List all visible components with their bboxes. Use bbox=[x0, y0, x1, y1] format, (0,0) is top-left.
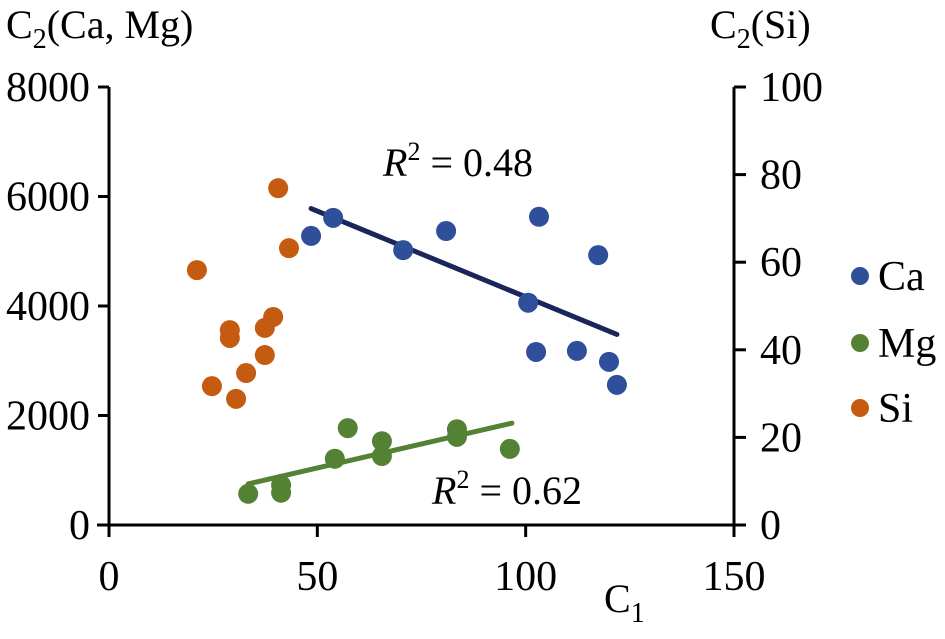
data-point-si bbox=[219, 327, 240, 348]
data-point-si bbox=[226, 388, 247, 409]
data-point-mg bbox=[337, 418, 358, 439]
y-left-tick-label: 0 bbox=[69, 503, 90, 549]
data-point-si bbox=[236, 363, 257, 384]
x-axis-title: C1 bbox=[604, 576, 645, 629]
data-point-ca bbox=[393, 240, 414, 261]
legend-label-mg: Mg bbox=[878, 321, 936, 367]
data-point-ca bbox=[566, 340, 587, 361]
data-point-si bbox=[254, 345, 275, 366]
y-right-tick-label: 40 bbox=[760, 328, 802, 374]
data-point-si bbox=[254, 317, 275, 338]
data-point-ca bbox=[526, 341, 547, 362]
x-tick-label: 50 bbox=[296, 554, 338, 600]
y-right-tick-label: 80 bbox=[760, 153, 802, 199]
data-point-ca bbox=[529, 206, 549, 227]
legend-item-ca: Ca bbox=[851, 254, 925, 300]
legend-item-mg: Mg bbox=[851, 321, 936, 367]
y-left-tick-label: 8000 bbox=[6, 65, 90, 111]
data-point-mg bbox=[324, 448, 345, 469]
ca-r2-annotation: R2 = 0.48 bbox=[382, 137, 533, 185]
x-tick-label: 100 bbox=[494, 554, 557, 600]
legend-marker-ca bbox=[851, 267, 869, 285]
y-right-axis-title: C2(Si) bbox=[710, 2, 811, 55]
data-point-ca bbox=[599, 351, 619, 372]
legend-label-si: Si bbox=[878, 386, 913, 432]
mg-r2-annotation: R2 = 0.62 bbox=[431, 465, 582, 513]
data-point-ca bbox=[588, 245, 609, 266]
y-left-tick-label: 4000 bbox=[6, 284, 90, 330]
data-point-ca bbox=[518, 292, 539, 313]
y-right-tick-label: 20 bbox=[760, 415, 802, 461]
data-point-si bbox=[201, 376, 222, 397]
x-tick-label: 150 bbox=[703, 554, 766, 600]
legend-label-ca: Ca bbox=[878, 254, 925, 300]
y-left-axis-title: C2(Ca, Mg) bbox=[6, 2, 193, 55]
trendline-ca bbox=[308, 206, 620, 337]
legend-marker-si bbox=[851, 399, 869, 417]
y-left-tick-label: 6000 bbox=[6, 175, 90, 221]
y-right-tick-label: 60 bbox=[760, 240, 802, 286]
legend: Ca Mg Si bbox=[851, 254, 936, 432]
data-point-mg bbox=[446, 426, 467, 447]
data-point-si bbox=[279, 238, 299, 259]
data-point-si bbox=[268, 178, 289, 199]
data-point-si bbox=[186, 260, 207, 281]
x-tick-label: 0 bbox=[99, 554, 120, 600]
data-point-ca bbox=[323, 207, 344, 228]
y-right-tick-label: 0 bbox=[760, 503, 781, 549]
data-point-mg bbox=[238, 483, 259, 504]
legend-marker-mg bbox=[851, 334, 869, 352]
data-point-ca bbox=[606, 374, 627, 395]
data-point-mg bbox=[271, 482, 292, 503]
legend-item-si: Si bbox=[851, 386, 913, 432]
trendlines bbox=[245, 206, 620, 487]
y-right-ticks: 0 20 40 60 80 100 bbox=[734, 65, 823, 549]
data-point-mg bbox=[499, 438, 520, 459]
data-point-mg bbox=[371, 446, 392, 467]
y-left-ticks: 0 2000 4000 6000 8000 bbox=[6, 65, 109, 549]
data-point-ca bbox=[436, 220, 457, 241]
data-point-ca bbox=[301, 225, 322, 246]
y-right-tick-label: 100 bbox=[760, 65, 823, 111]
x-ticks: 0 50 100 150 bbox=[99, 525, 766, 600]
y-left-tick-label: 2000 bbox=[6, 394, 90, 440]
data-points bbox=[186, 178, 627, 504]
data-point-mg bbox=[371, 431, 392, 452]
